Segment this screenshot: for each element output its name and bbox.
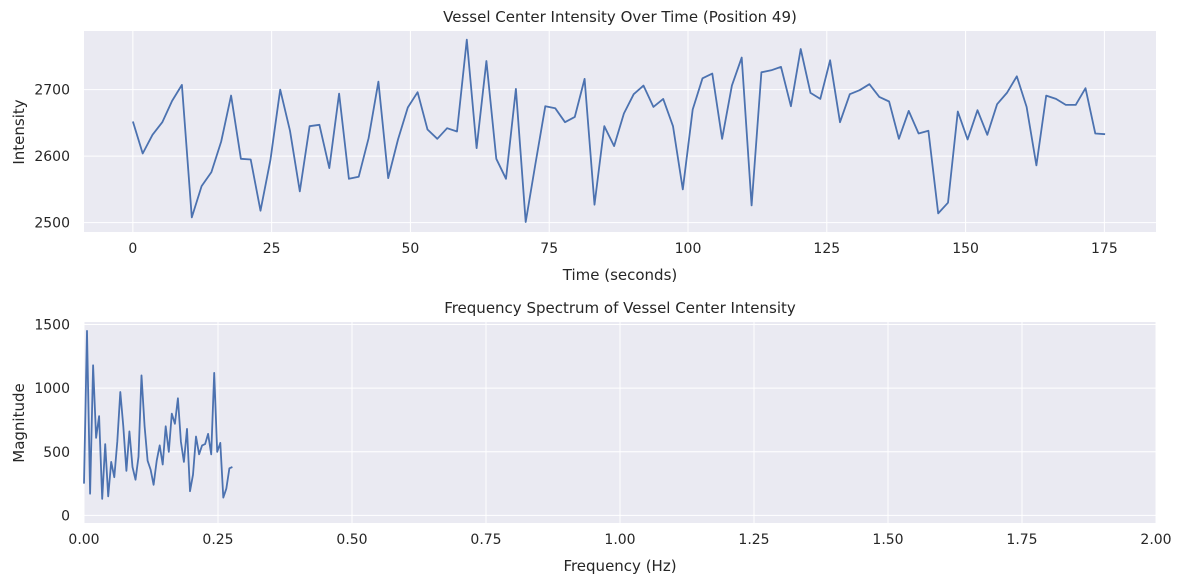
spectrum-y-tick-label: 0 [61,508,70,524]
time-y-axis-label: Intensity [10,99,28,164]
spectrum-y-tick-label: 1000 [34,381,70,397]
time-x-tick-label: 50 [402,241,420,257]
time-plot-area: 0 25 50 75 100 125 150 175 2500 2600 2700 [34,31,1156,257]
time-x-tick-label: 175 [1091,241,1118,257]
time-y-tick-label: 2700 [34,83,70,99]
spectrum-x-tick-label: 0.50 [336,532,367,548]
spectrum-plot-area: 0.00 0.25 0.50 0.75 1.00 1.25 1.50 1.75 2.00 0 500… [34,318,1171,548]
spectrum-x-tick-label: 0.25 [202,532,233,548]
time-x-tick-label: 125 [813,241,840,257]
time-chart-title: Vessel Center Intensity Over Time (Posit… [443,8,797,26]
spectrum-y-tick-label: 500 [43,445,70,461]
spectrum-x-tick-label: 2.00 [1140,532,1171,548]
spectrum-x-tick-label: 1.75 [1006,532,1037,548]
time-axes-background [84,31,1156,232]
time-x-tick-label: 0 [128,241,137,257]
spectrum-x-axis-label: Frequency (Hz) [563,557,676,575]
spectrum-series-line [83,329,233,500]
time-x-axis-label: Time (seconds) [562,266,678,284]
spectrum-x-tick-label: 0.00 [68,532,99,548]
spectrum-y-tick-label: 1500 [34,318,70,334]
time-x-tick-label: 25 [263,241,281,257]
time-y-tick-label: 2600 [34,149,70,165]
frequency-spectrum-chart: 0.00 0.25 0.50 0.75 1.00 1.25 1.50 1.75 2.00 0 500… [10,299,1172,575]
time-series-chart: 0 25 50 75 100 125 150 175 2500 2600 2700 Vessel C… [10,8,1156,284]
spectrum-y-axis-label: Magnitude [10,383,28,462]
time-series-line [132,38,1106,223]
time-x-tick-label: 75 [540,241,558,257]
spectrum-x-tick-label: 1.00 [604,532,635,548]
time-x-tick-label: 100 [675,241,702,257]
spectrum-x-tick-label: 1.25 [738,532,769,548]
spectrum-chart-title: Frequency Spectrum of Vessel Center Inte… [444,299,796,317]
time-x-tick-label: 150 [952,241,979,257]
time-y-tick-label: 2500 [34,216,70,232]
spectrum-x-tick-label: 1.50 [872,532,903,548]
spectrum-x-tick-label: 0.75 [470,532,501,548]
